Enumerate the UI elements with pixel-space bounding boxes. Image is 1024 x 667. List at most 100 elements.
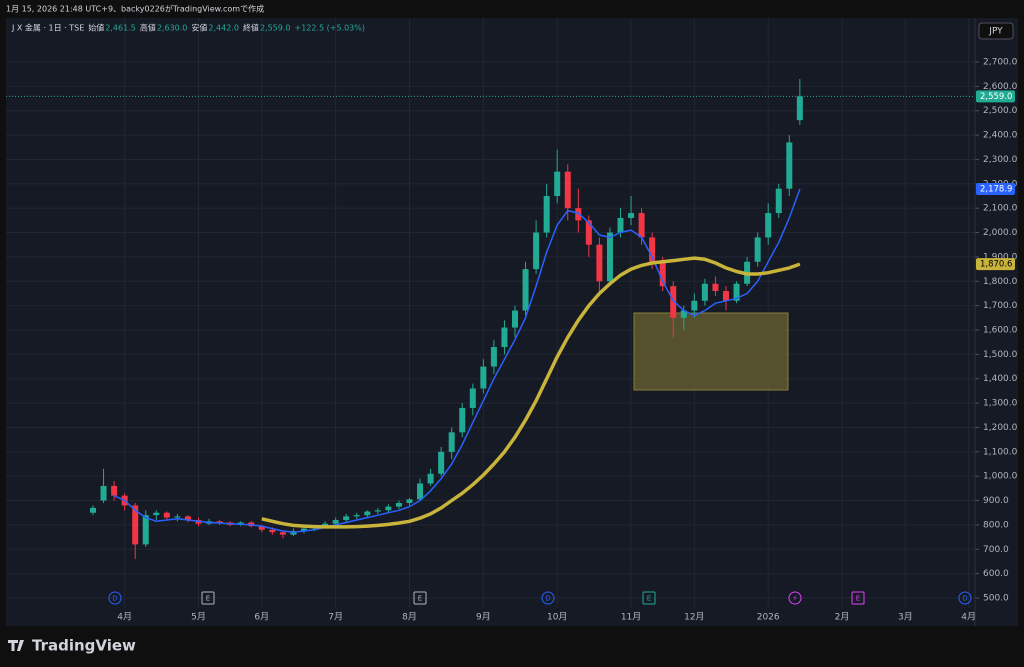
candle-body [575,208,582,221]
candle-body [701,283,708,301]
candle-body [364,511,371,516]
highlight-zone [633,312,789,391]
x-tick-label: 10月 [547,612,567,623]
event-marker [788,591,802,605]
candle-body [480,366,487,389]
candle-body [490,347,497,367]
y-tick-label: 700.0 [983,545,1009,555]
x-tick-label: 4月 [961,612,976,623]
candle-body [469,388,476,408]
candle-body [406,499,413,503]
price-label: 1,870.6 [980,260,1012,270]
y-tick-label: 2,400.0 [983,131,1018,141]
y-tick-label: 800.0 [983,520,1009,530]
candle-body [723,291,729,301]
candle-body [796,96,803,121]
event-marker [108,591,122,605]
currency-button[interactable] [978,22,1014,40]
y-tick-label: 2,700.0 [983,58,1018,68]
event-marker [851,591,865,605]
candle-body [606,232,613,282]
price-label: 2,559.0 [980,92,1012,102]
brand-name: TradingView [32,637,136,655]
candle-body [659,261,666,287]
candle-body [775,188,782,214]
y-tick-label: 600.0 [983,569,1009,579]
y-tick-label: 1,200.0 [983,423,1018,433]
candle-body [533,232,540,270]
x-tick-label: 4月 [117,612,132,623]
candle-body [691,300,698,311]
event-marker [541,591,555,605]
y-tick-label: 1,800.0 [983,277,1018,287]
price-label-box [976,182,1015,195]
candle-body [459,407,466,433]
candle-body [417,483,424,500]
ohlc-label: 始値 [88,23,104,33]
x-tick-label: 9月 [476,612,491,623]
candle-body [754,237,761,262]
candle-body [680,310,687,318]
y-tick-label: 2,600.0 [983,82,1018,92]
candle-body [163,512,170,518]
candle-body [332,520,339,524]
candle-body [353,515,360,517]
candle-body [649,237,656,262]
event-marker [201,591,215,605]
candle-body [448,432,455,452]
logo-icon [8,640,24,651]
candle-body [258,526,265,530]
candle-body [638,213,645,238]
y-tick-label: 2,300.0 [983,155,1018,165]
event-label: E [206,595,210,603]
ohlc-label: 安値 [191,23,207,33]
price-label: 2,178.9 [980,184,1012,194]
candle-body [617,217,624,233]
candle-body [512,310,518,328]
candle-body [438,451,445,474]
event-marker [958,591,972,605]
candle-body [184,516,191,521]
y-tick-label: 1,300.0 [983,399,1018,409]
ohlc-value: 2,442.0 [208,24,239,33]
event-label: ⚡ [793,595,798,603]
y-tick-label: 2,000.0 [983,228,1018,238]
candle-body [427,473,434,484]
candle-body [343,516,350,521]
ohlc-value: 2,559.0 [260,24,291,33]
candle-body [301,528,307,531]
x-tick-label: 8月 [402,612,417,623]
candle-body [111,485,118,496]
ohlc-value: 2,461.5 [105,24,136,33]
brand-logo: TradingView [8,637,136,655]
event-label: D [112,595,117,603]
candle-body [153,512,160,516]
y-tick-label: 1,100.0 [983,447,1018,457]
candle-body [585,220,592,245]
candle-body [765,213,772,238]
y-tick-label: 1,000.0 [983,472,1018,482]
candle-body [628,213,635,218]
price-label-box [976,258,1015,271]
event-label: E [418,595,422,603]
candle-body [712,283,719,292]
x-tick-label: 7月 [328,612,343,623]
y-tick-label: 2,500.0 [983,106,1018,116]
x-tick-label: 2月 [835,612,850,623]
candle-body [374,510,381,512]
candle-body [522,269,529,311]
change: +122.5 (+5.03%) [294,24,365,33]
x-tick-label: 3月 [898,612,913,623]
y-tick-label: 500.0 [983,594,1009,604]
event-label: D [545,595,550,603]
candle-body [132,505,139,545]
y-tick-label: 2,100.0 [983,204,1018,214]
candle-body [554,171,561,196]
candle-body [564,171,571,209]
y-tick-label: 1,700.0 [983,301,1018,311]
currency-label[interactable]: JPY [988,27,1003,37]
x-tick-label: 5月 [191,612,206,623]
price-label-box [976,90,1015,103]
candle-body [501,327,508,348]
